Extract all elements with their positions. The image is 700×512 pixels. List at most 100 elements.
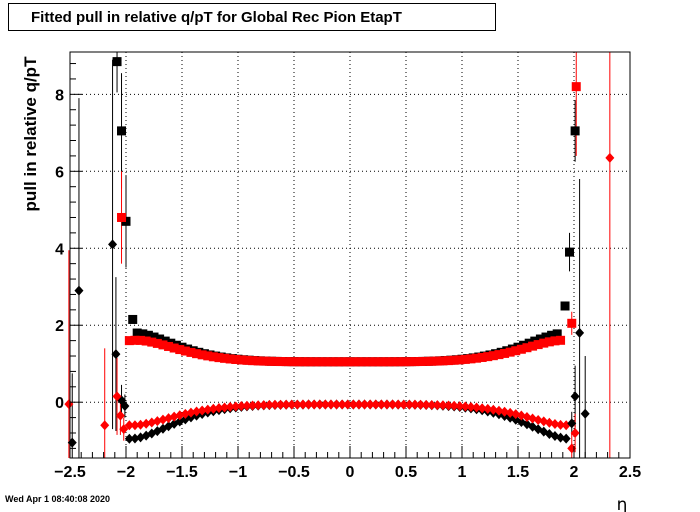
data-point-diamond	[500, 406, 510, 417]
data-point-square	[444, 356, 454, 366]
error-bars	[68, 52, 611, 458]
data-point-diamond	[130, 433, 140, 444]
data-point-square	[320, 357, 330, 367]
data-point-square	[528, 341, 538, 351]
data-point-diamond	[248, 400, 258, 411]
data-point-diamond	[203, 404, 213, 415]
data-point-square	[298, 357, 308, 367]
data-point-square	[483, 352, 493, 362]
data-point-square	[547, 330, 557, 340]
data-point-square	[169, 343, 179, 353]
data-point-diamond	[605, 152, 615, 163]
x-tick-label: 0.5	[395, 464, 417, 481]
y-tick-label: 0	[55, 395, 64, 412]
data-point-diamond	[304, 399, 314, 410]
y-axis-label: pull in relative q/pT	[21, 56, 40, 212]
data-point-square	[117, 126, 127, 136]
data-point-square	[132, 328, 142, 338]
data-point-square	[511, 346, 521, 356]
data-point-diamond	[332, 399, 342, 410]
data-point-diamond	[337, 399, 347, 410]
data-point-square	[541, 332, 551, 342]
data-point-diamond	[276, 399, 286, 410]
data-point-square	[500, 348, 510, 358]
data-point-diamond	[449, 400, 459, 411]
data-point-square	[354, 357, 364, 367]
data-point-diamond	[488, 404, 498, 415]
data-point-square	[410, 357, 420, 367]
data-point-square	[270, 356, 280, 366]
data-point-diamond	[197, 405, 207, 416]
data-point-diamond	[472, 402, 482, 413]
data-point-square	[264, 356, 274, 366]
data-point-diamond	[348, 399, 358, 410]
data-point-diamond	[427, 399, 437, 410]
data-point-square	[460, 354, 470, 364]
data-point-diamond	[326, 399, 336, 410]
data-point-diamond	[399, 399, 409, 410]
data-point-diamond	[360, 399, 370, 410]
data-point-diamond	[556, 419, 566, 430]
data-point-diamond	[130, 420, 140, 431]
data-point-square	[522, 343, 532, 353]
data-point-diamond	[320, 399, 330, 410]
data-point-diamond	[259, 400, 269, 411]
data-point-square	[164, 341, 174, 351]
data-point-square	[466, 354, 476, 364]
data-point-square	[214, 353, 224, 363]
data-point-square	[141, 336, 151, 346]
data-point-diamond	[416, 399, 426, 410]
data-point-diamond	[124, 420, 134, 431]
x-tick-label: 1.5	[507, 464, 529, 481]
data-point-square	[326, 357, 336, 367]
y-tick-label: 6	[55, 164, 64, 181]
data-point-square	[552, 329, 562, 339]
data-point-square	[382, 357, 392, 367]
data-point-square	[147, 337, 157, 347]
data-point-square	[560, 301, 570, 311]
data-point-diamond	[120, 401, 130, 412]
data-point-square	[128, 314, 138, 324]
data-point-diamond	[483, 403, 493, 414]
data-point-diamond	[231, 401, 241, 412]
data-point-diamond	[220, 402, 230, 413]
data-point-diamond	[494, 405, 504, 416]
data-point-square	[438, 356, 448, 366]
data-point-diamond	[100, 420, 110, 431]
data-point-diamond	[270, 399, 280, 410]
data-point-square	[516, 344, 526, 354]
x-tick-label: −2.5	[54, 464, 86, 481]
data-point-diamond	[393, 399, 403, 410]
data-point-square	[348, 357, 358, 367]
data-point-square	[242, 355, 252, 365]
data-point-square	[287, 357, 297, 367]
data-point-diamond	[438, 400, 448, 411]
data-point-square	[393, 357, 403, 367]
data-point-diamond	[556, 432, 566, 443]
y-tick-label: 8	[55, 87, 64, 104]
data-point-diamond	[388, 399, 398, 410]
data-point-square	[152, 338, 162, 348]
chart-title-text: Fitted pull in relative q/pT for Global …	[31, 8, 402, 26]
data-point-square	[544, 337, 554, 347]
data-point-square	[158, 340, 168, 350]
data-point-square	[309, 357, 319, 367]
datestamp: Wed Apr 1 08:40:08 2020	[5, 494, 111, 504]
data-point-diamond	[570, 427, 580, 438]
data-point-square	[565, 247, 575, 257]
data-point-square	[136, 335, 146, 345]
data-point-diamond	[225, 401, 235, 412]
data-point-diamond	[421, 399, 431, 410]
data-point-square	[533, 340, 543, 350]
data-point-diamond	[382, 399, 392, 410]
data-point-square	[570, 126, 580, 136]
data-point-diamond	[455, 401, 465, 412]
data-point-diamond	[309, 399, 319, 410]
data-point-diamond	[115, 410, 125, 421]
data-point-square	[248, 356, 258, 366]
data-point-diamond	[242, 400, 252, 411]
x-axis-label: η	[617, 495, 628, 512]
data-point-diamond	[74, 285, 84, 296]
data-point-square	[337, 357, 347, 367]
data-point-square	[180, 346, 190, 356]
